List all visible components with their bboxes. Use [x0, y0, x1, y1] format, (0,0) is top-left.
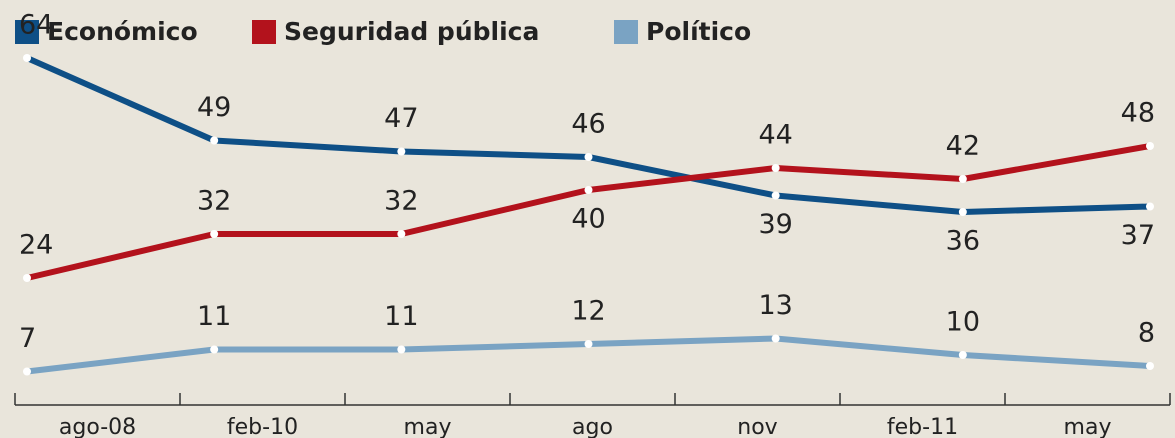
data-label: 49	[197, 92, 231, 123]
data-label: 42	[946, 131, 980, 162]
x-tick-label: ago	[572, 415, 613, 438]
data-point	[397, 345, 406, 354]
legend-label: Político	[646, 17, 751, 46]
data-point	[23, 54, 31, 62]
data-label: 46	[571, 109, 605, 140]
data-label: 11	[384, 301, 418, 332]
data-point	[1146, 142, 1154, 150]
x-tick-label: ago-08	[59, 415, 136, 438]
data-point	[397, 147, 406, 156]
data-point	[584, 153, 593, 161]
data-point	[958, 175, 967, 183]
data-point	[771, 164, 780, 172]
x-tick-label: feb-11	[887, 415, 958, 438]
data-label: 10	[946, 307, 980, 338]
data-label: 7	[19, 323, 36, 354]
data-point	[1146, 202, 1154, 211]
legend-swatch	[15, 20, 39, 44]
data-label: 64	[19, 10, 53, 41]
data-point	[210, 230, 219, 238]
data-label: 32	[197, 186, 231, 217]
legend-label: Económico	[47, 17, 198, 46]
data-point	[1146, 362, 1154, 370]
data-point	[771, 191, 780, 200]
data-point	[23, 274, 31, 282]
x-tick-label: nov	[737, 415, 777, 438]
data-point	[584, 186, 593, 194]
data-point	[23, 367, 31, 376]
data-point	[397, 230, 406, 238]
data-label: 48	[1121, 98, 1155, 129]
data-label: 8	[1138, 318, 1155, 349]
data-label: 13	[758, 290, 792, 321]
x-tick-label: may	[404, 415, 452, 438]
data-label: 12	[571, 296, 605, 327]
data-point	[958, 208, 967, 216]
data-point	[958, 351, 967, 359]
data-label: 47	[384, 103, 418, 134]
data-label: 36	[946, 226, 980, 257]
data-label: 24	[19, 230, 53, 261]
data-label: 40	[571, 204, 605, 235]
data-label: 39	[758, 209, 792, 240]
data-label: 32	[384, 186, 418, 217]
x-tick-label: may	[1064, 415, 1112, 438]
legend-label: Seguridad pública	[284, 17, 539, 46]
legend-swatch	[252, 20, 276, 44]
data-point	[210, 345, 219, 354]
x-tick-label: feb-10	[227, 415, 298, 438]
data-label: 37	[1121, 220, 1155, 251]
data-point	[584, 340, 593, 348]
data-label: 44	[758, 120, 792, 151]
legend-swatch	[614, 20, 638, 44]
data-point	[771, 334, 780, 343]
data-point	[210, 136, 219, 145]
data-label: 11	[197, 301, 231, 332]
